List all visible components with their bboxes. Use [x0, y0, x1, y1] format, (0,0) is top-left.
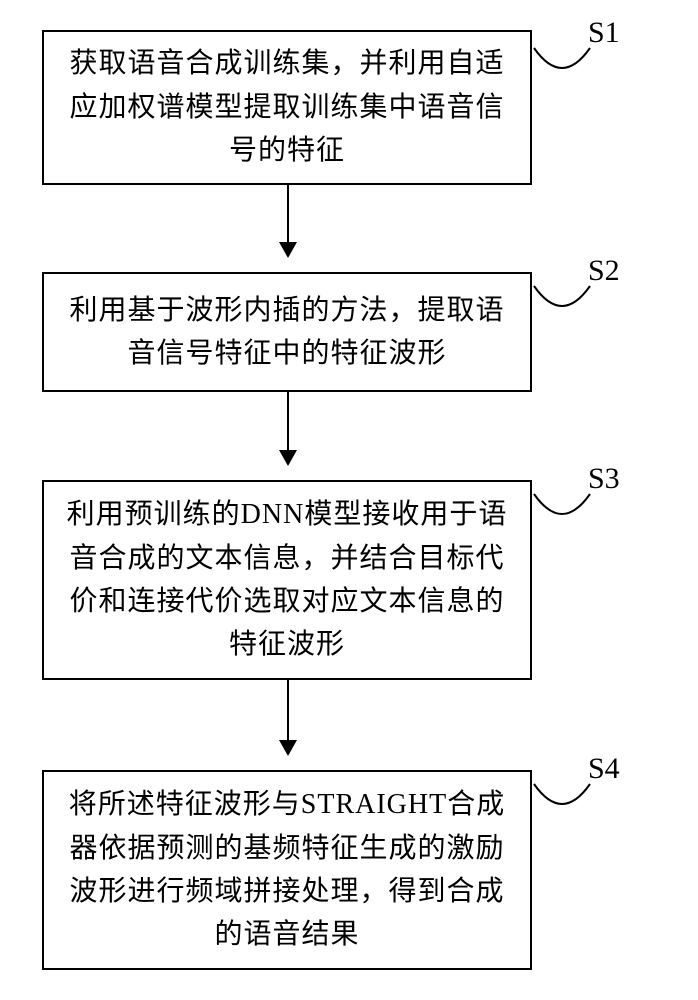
- step-label-s2: S2: [588, 254, 620, 288]
- arrow-s3-s4: [287, 680, 289, 754]
- flow-node-s1: 获取语音合成训练集，并利用自适 应加权谱模型提取训练集中语音信 号的特征: [42, 30, 532, 185]
- step-label-s1: S1: [588, 16, 620, 50]
- flowchart-canvas: 获取语音合成训练集，并利用自适 应加权谱模型提取训练集中语音信 号的特征 S1 …: [0, 0, 698, 1000]
- arrow-s1-s2: [287, 185, 289, 256]
- flow-node-s3: 利用预训练的DNN模型接收用于语 音合成的文本信息，并结合目标代 价和连接代价选…: [42, 480, 532, 680]
- flow-node-s2: 利用基于波形内插的方法，提取语 音信号特征中的特征波形: [42, 272, 532, 392]
- flow-node-s3-text: 利用预训练的DNN模型接收用于语 音合成的文本信息，并结合目标代 价和连接代价选…: [67, 493, 508, 667]
- flow-node-s4: 将所述特征波形与STRAIGHT合成 器依据预测的基频特征生成的激励 波形进行频…: [42, 770, 532, 970]
- flow-node-s1-text: 获取语音合成训练集，并利用自适 应加权谱模型提取训练集中语音信 号的特征: [69, 42, 504, 172]
- step-label-s3: S3: [588, 462, 620, 496]
- arrow-s2-s3: [287, 392, 289, 464]
- flow-node-s4-text: 将所述特征波形与STRAIGHT合成 器依据预测的基频特征生成的激励 波形进行频…: [69, 783, 505, 957]
- flow-node-s2-text: 利用基于波形内插的方法，提取语 音信号特征中的特征波形: [69, 289, 504, 376]
- step-label-s4: S4: [588, 752, 620, 786]
